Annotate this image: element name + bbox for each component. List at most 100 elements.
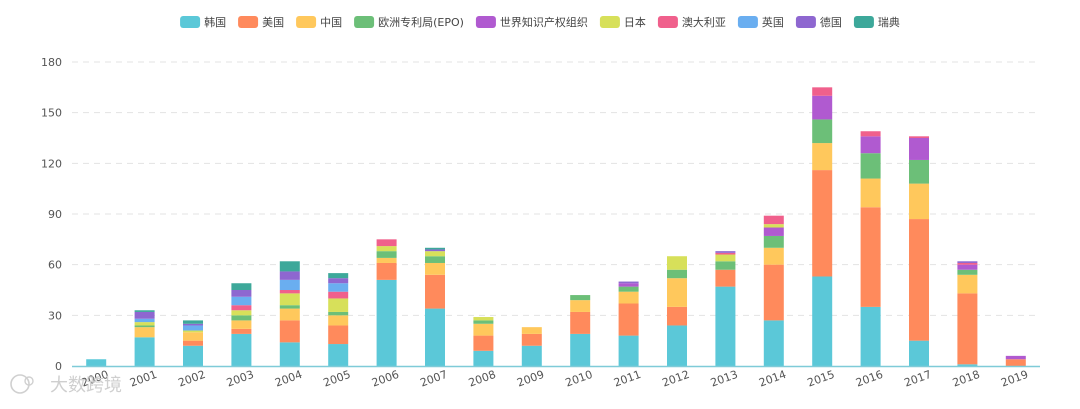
bar-segment[interactable] <box>667 325 687 366</box>
bar-segment[interactable] <box>86 359 107 366</box>
bar-segment[interactable] <box>328 298 349 312</box>
bar-segment[interactable] <box>231 315 252 321</box>
bar-segment[interactable] <box>1005 359 1026 366</box>
legend-swatch[interactable] <box>180 16 201 28</box>
bar-segment[interactable] <box>134 318 155 323</box>
bar-segment[interactable] <box>763 224 784 228</box>
bar-segment[interactable] <box>473 317 494 321</box>
bar-segment[interactable] <box>667 269 687 279</box>
bar-segment[interactable] <box>715 269 736 287</box>
bar-segment[interactable] <box>473 350 494 366</box>
bar-segment[interactable] <box>231 328 252 334</box>
bar-segment[interactable] <box>231 320 252 329</box>
bar-segment[interactable] <box>279 305 300 309</box>
bar-segment[interactable] <box>183 332 203 341</box>
bar-segment[interactable] <box>812 143 833 171</box>
bar-segment[interactable] <box>860 131 881 137</box>
bar-segment[interactable] <box>231 296 252 306</box>
bar-segment[interactable] <box>618 283 639 287</box>
bar-segment[interactable] <box>425 262 445 275</box>
bar-segment[interactable] <box>521 345 542 366</box>
bar-segment[interactable] <box>134 327 155 338</box>
bar-segment[interactable] <box>957 269 978 275</box>
legend-swatch[interactable] <box>853 16 874 28</box>
bar-segment[interactable] <box>231 305 252 311</box>
bar-segment[interactable] <box>570 300 591 312</box>
bar-segment[interactable] <box>763 264 784 321</box>
legend-swatch[interactable] <box>599 16 620 28</box>
bar-segment[interactable] <box>521 327 542 334</box>
bar-segment[interactable] <box>909 159 929 184</box>
legend-swatch[interactable] <box>795 16 816 28</box>
bar-segment[interactable] <box>860 207 881 307</box>
bar-segment[interactable] <box>763 247 784 265</box>
bar-segment[interactable] <box>279 293 300 306</box>
bar-segment[interactable] <box>183 320 203 324</box>
bar-segment[interactable] <box>328 325 349 345</box>
bar-segment[interactable] <box>183 330 203 333</box>
bar-segment[interactable] <box>425 308 445 366</box>
bar-segment[interactable] <box>715 261 736 270</box>
bar-segment[interactable] <box>425 251 445 257</box>
bar-segment[interactable] <box>618 291 639 304</box>
bar-segment[interactable] <box>570 311 591 334</box>
bar-segment[interactable] <box>909 136 929 138</box>
bar-segment[interactable] <box>183 325 203 331</box>
bar-segment[interactable] <box>618 335 639 366</box>
bar-segment[interactable] <box>812 276 833 366</box>
bar-segment[interactable] <box>715 252 736 255</box>
bar-segment[interactable] <box>763 320 784 366</box>
bar-segment[interactable] <box>957 274 978 294</box>
bar-segment[interactable] <box>618 303 639 336</box>
bar-segment[interactable] <box>763 235 784 248</box>
bar-segment[interactable] <box>957 293 978 365</box>
legend-swatch[interactable] <box>737 16 758 28</box>
bar-segment[interactable] <box>957 364 978 366</box>
bar-segment[interactable] <box>279 279 300 290</box>
bar-segment[interactable] <box>812 119 833 144</box>
bar-segment[interactable] <box>860 306 881 366</box>
bar-segment[interactable] <box>860 153 881 179</box>
bar-segment[interactable] <box>521 333 542 346</box>
bar-segment[interactable] <box>134 322 155 326</box>
bar-segment[interactable] <box>328 344 349 366</box>
bar-segment[interactable] <box>376 246 397 252</box>
bar-segment[interactable] <box>715 286 736 366</box>
bar-segment[interactable] <box>279 320 300 343</box>
bar-segment[interactable] <box>279 271 300 280</box>
bar-segment[interactable] <box>618 281 639 284</box>
bar-segment[interactable] <box>957 262 978 265</box>
bar-segment[interactable] <box>328 315 349 326</box>
bar-segment[interactable] <box>1005 355 1026 360</box>
bar-segment[interactable] <box>279 342 300 366</box>
bar-segment[interactable] <box>909 138 929 160</box>
bar-segment[interactable] <box>618 286 639 292</box>
bar-segment[interactable] <box>328 291 349 299</box>
legend-swatch[interactable] <box>475 16 496 28</box>
bar-segment[interactable] <box>183 340 203 346</box>
bar-segment[interactable] <box>376 239 397 247</box>
bar-segment[interactable] <box>473 335 494 351</box>
bar-segment[interactable] <box>328 283 349 292</box>
bar-segment[interactable] <box>279 261 300 272</box>
bar-segment[interactable] <box>134 311 155 319</box>
bar-segment[interactable] <box>376 257 397 263</box>
bar-segment[interactable] <box>715 254 736 262</box>
bar-segment[interactable] <box>667 278 687 307</box>
bar-segment[interactable] <box>328 278 349 284</box>
bar-segment[interactable] <box>376 279 397 366</box>
bar-segment[interactable] <box>909 219 929 341</box>
bar-segment[interactable] <box>667 256 687 270</box>
bar-segment[interactable] <box>860 136 881 154</box>
bar-segment[interactable] <box>763 227 784 236</box>
legend-swatch[interactable] <box>657 16 678 28</box>
bar-segment[interactable] <box>376 262 397 280</box>
bar-segment[interactable] <box>279 308 300 321</box>
bar-segment[interactable] <box>909 183 929 220</box>
legend-swatch[interactable] <box>354 16 375 28</box>
bar-segment[interactable] <box>134 325 155 328</box>
bar-segment[interactable] <box>231 310 252 316</box>
bar-segment[interactable] <box>425 256 445 263</box>
legend-swatch[interactable] <box>296 16 317 28</box>
bar-segment[interactable] <box>812 170 833 277</box>
